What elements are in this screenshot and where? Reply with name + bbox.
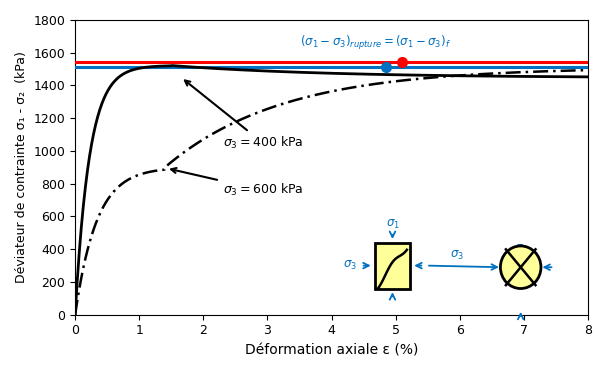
Text: $\sigma_1$: $\sigma_1$ (385, 218, 399, 231)
Text: $\sigma_1$: $\sigma_1$ (514, 243, 527, 256)
Ellipse shape (500, 246, 541, 289)
Text: $\sigma_3 = 600$ kPa: $\sigma_3 = 600$ kPa (171, 168, 303, 198)
Bar (375, 243, 410, 289)
X-axis label: Déformation axiale ε (%): Déformation axiale ε (%) (245, 343, 418, 357)
Text: $\sigma_3$: $\sigma_3$ (343, 259, 357, 272)
Text: $\sigma_3 = 400$ kPa: $\sigma_3 = 400$ kPa (185, 80, 303, 151)
Text: $\sigma_3$: $\sigma_3$ (450, 248, 464, 262)
Text: $(\sigma_1 - \sigma_3)_{rupture} = (\sigma_1 - \sigma_3)_f$: $(\sigma_1 - \sigma_3)_{rupture} = (\sig… (299, 34, 450, 52)
Y-axis label: Déviateur de contrainte σ₁ - σ₂  (kPa): Déviateur de contrainte σ₁ - σ₂ (kPa) (15, 51, 28, 283)
